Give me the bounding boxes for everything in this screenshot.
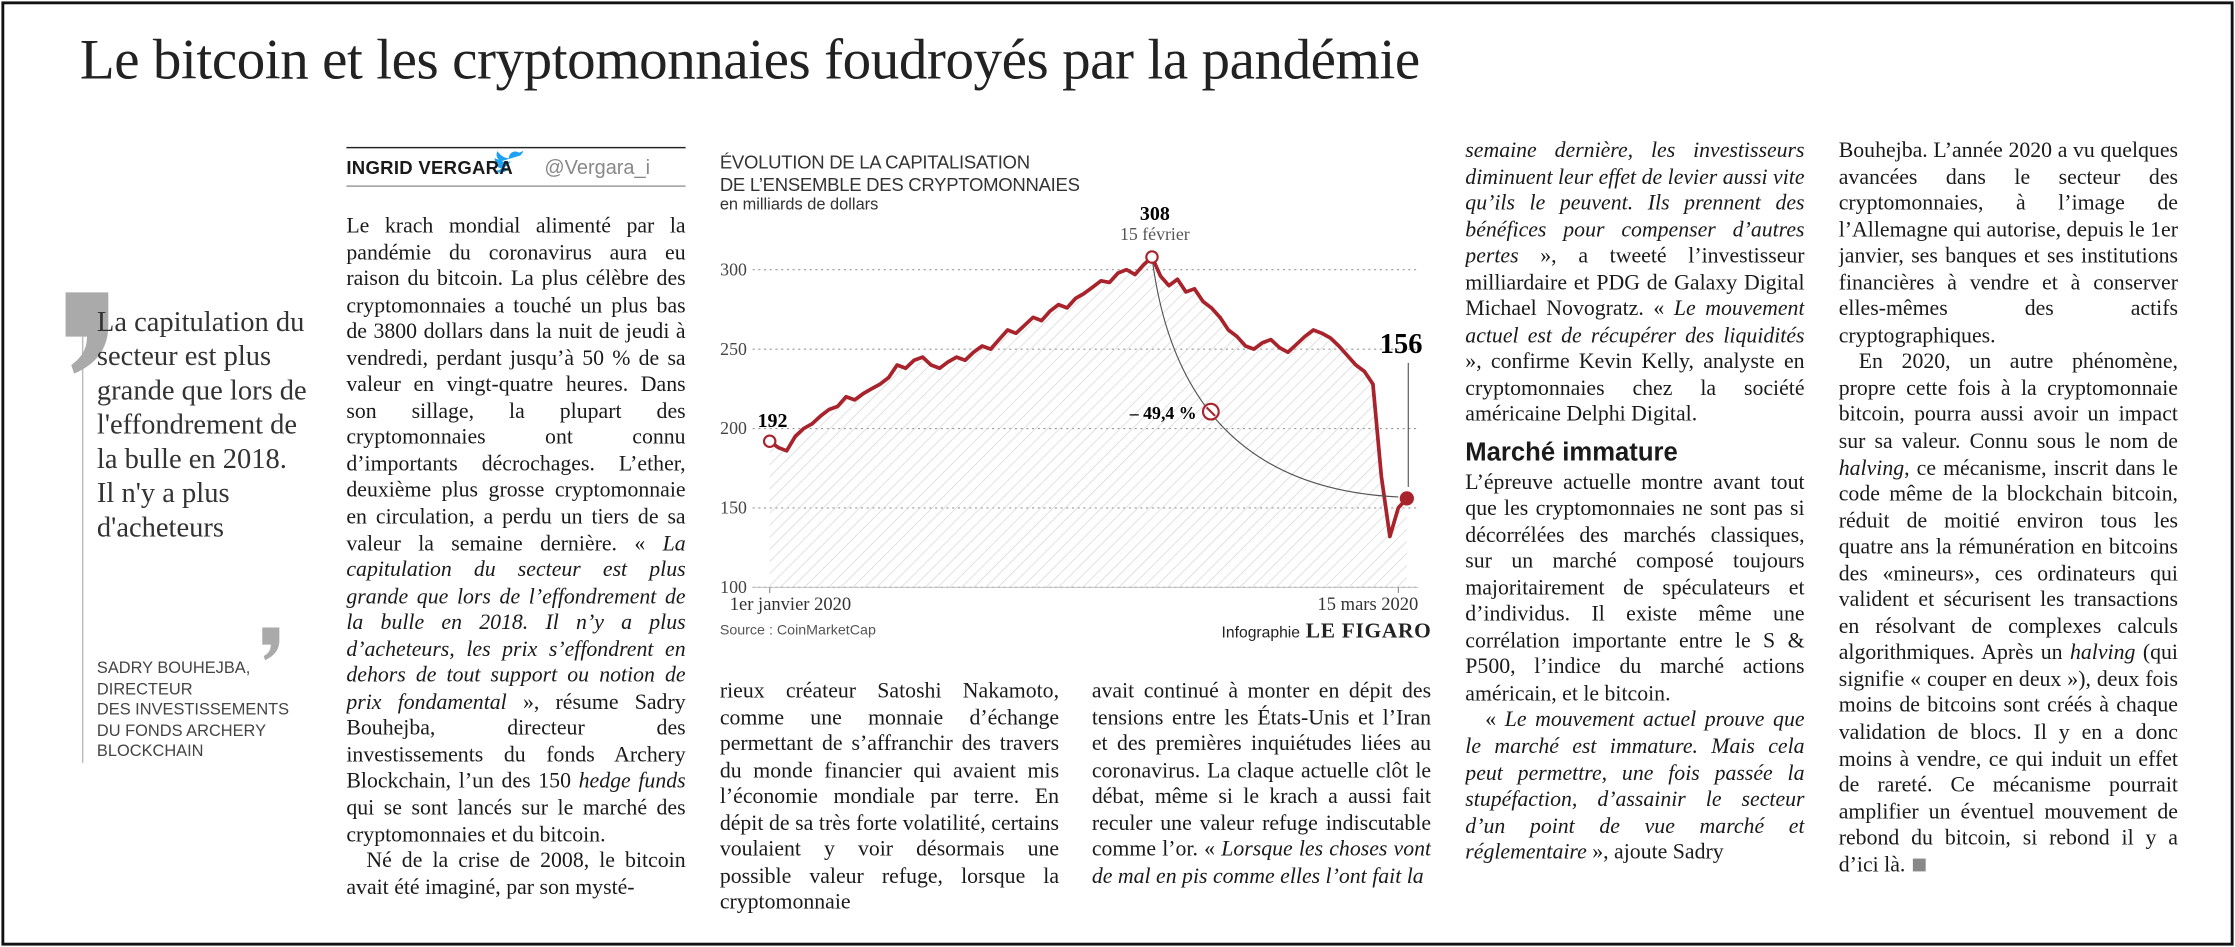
text-run: L’épreuve actuelle montre avant tout que… [1465,470,1805,706]
text-run: », résume Sadry Bouhejba, directeur des … [346,690,686,794]
italic-run: Le mouvement actuel est de récupérer des… [1465,297,1805,348]
end-mark [1912,858,1926,872]
text-run: », confirme Kevin Kelly, analyste en cry… [1465,349,1805,428]
text-run: (qui signifie « couper en deux »), deux … [1838,640,2178,877]
annotation-end: 156 [1380,329,1423,360]
change-arc [1151,256,1399,498]
y-tick-label: 100 [720,577,747,597]
attribution-line: DIRECTEUR [96,681,193,699]
text-run: rieux créateur Satoshi Nakamoto, comme u… [719,678,1060,915]
paragraph: Né de la crise de 2008, le bitcoin avait… [346,849,685,902]
start-point [762,434,777,449]
attribution-line: SADRY BOUHEJBA, [96,660,251,678]
twitter-icon [493,151,524,173]
change-marker-slash [1205,406,1216,417]
text-run: avait continué à monter en dépit des ten… [1091,678,1432,862]
article-column: Le krach mondial alimenté par la pandémi… [346,214,685,919]
end-point [1399,491,1414,506]
x-tick-label: 1er janvier 2020 [730,594,851,615]
y-tick-label: 200 [720,418,747,438]
article-column: rieux créateur Satoshi Nakamoto, comme u… [720,679,1059,919]
text-run: , ce mécanisme, inscrit dans le code mêm… [1838,455,2178,666]
close-quote-mark [262,627,280,661]
text-run: Né de la crise de 2008, le bitcoin avait… [346,848,686,900]
text-run: « [1485,708,1505,733]
italic-run: La capitulation du secteur est plus gran… [346,531,686,715]
paragraph: Le krach mondial alimenté par la pandémi… [346,214,685,849]
annotation-peak: 308 [1140,203,1170,225]
y-tick-label: 150 [720,498,747,518]
section-heading: Marché immature [1465,437,1678,467]
paragraph: semaine dernière, les investisseurs dimi… [1465,138,1804,429]
chart-credit: Infographie LE FIGARO [1222,620,1432,644]
author: INGRID VERGARA [346,156,514,179]
article-column: avait continué à monter en dépit des ten… [1092,679,1431,919]
open-quote-mark [65,292,109,374]
byline: INGRID VERGARA @Vergara_i [346,146,686,187]
quote-attribution: SADRY BOUHEJBA, DIRECTEUR DES INVESTISSEME… [97,659,297,762]
italic-run: semaine dernière, les investisseurs dimi… [1465,138,1805,269]
text-run: Le krach mondial alimenté par la pandémi… [346,213,686,556]
attribution-line: BLOCKCHAIN [96,743,204,761]
chart-title-line: ÉVOLUTION DE LA CAPITALISATION [719,151,1030,173]
text-run: En 2020, un autre phénomène, propre cett… [1838,349,2178,454]
paragraph: L’épreuve actuelle montre avant tout que… [1465,470,1804,708]
paragraph: rieux créateur Satoshi Nakamoto, comme u… [720,679,1059,917]
chart: 100 150 200 250 300 1er janvier 2020 15 mars 2… [720,203,1422,615]
annotation-change: – 49,4 % [1129,403,1197,423]
article-column: Bouhejba. L’année 2020 a vu quelques ava… [1839,138,2178,918]
chart-title-line: DE L’ENSEMBLE DES CRYPTOMONNAIES [719,173,1080,195]
chart-subtitle: en milliards de dollars [719,196,879,214]
pull-quote: La capitulation du secteur est plus gran… [96,306,307,544]
area-hatch [769,257,1407,588]
y-tick-label: 250 [720,339,747,359]
text-run: qui se sont lancés sur le marché des cry… [346,795,686,847]
italic-run: Le mouvement actuel prouve que le marché… [1465,708,1805,865]
chart-title: ÉVOLUTION DE LA CAPITALISATION DE L’ENSEM… [720,151,1080,195]
italic-run: halving [2069,640,2136,666]
credit-brand: LE FIGARO [1305,620,1432,644]
price-line [768,255,1409,539]
italic-run: Lorsque les choses vont de mal en pis co… [1091,837,1432,889]
attribution-line: DU FONDS ARCHERY [96,722,267,740]
italic-run: halving [1838,455,1905,481]
twitter-handle: @Vergara_i [544,155,651,179]
article-column: semaine dernière, les investisseurs dimi… [1465,138,1804,918]
chart-source: Source : CoinMarketCap [719,623,876,639]
peak-point [1145,250,1159,264]
paragraph: En 2020, un autre phénomène, propre cett… [1839,350,2178,879]
paragraph: Bouhejba. L’année 2020 a vu quelques ava… [1839,138,2178,350]
paragraph: avait continué à monter en dépit des ten… [1092,679,1431,891]
text-run: », a tweeté l’investisseur milliardaire … [1465,244,1805,322]
text-run: Bouhejba. L’année 2020 a vu quelques ava… [1838,138,2178,348]
headline: Le bitcoin et les cryptomonnaies foudroy… [79,27,1420,92]
y-tick-label: 300 [720,259,747,279]
annotation-peak-date: 15 février [1120,224,1190,244]
credit-label: Infographie [1221,624,1301,642]
italic-run: hedge funds [578,769,686,794]
attribution-line: DES INVESTISSEMENTS [96,701,290,719]
x-tick-label: 15 mars 2020 [1318,594,1419,615]
text-run: », ajoute Sadry [1586,840,1724,865]
annotation-start: 192 [758,410,788,432]
paragraph: « Le mouvement actuel prouve que le marc… [1465,708,1804,867]
